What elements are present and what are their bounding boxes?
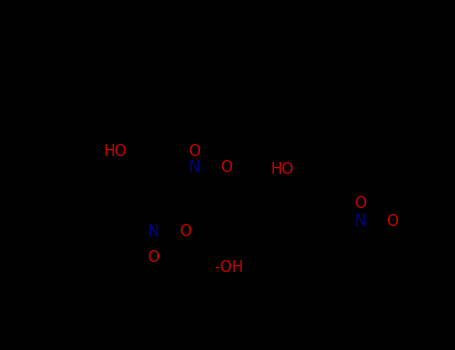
Text: O: O: [179, 224, 191, 239]
Text: N: N: [147, 224, 159, 239]
Text: HO: HO: [104, 145, 127, 160]
Text: HO: HO: [271, 161, 294, 176]
Text: N: N: [354, 214, 366, 229]
Text: O: O: [386, 214, 398, 229]
Text: O: O: [188, 145, 200, 160]
Text: O: O: [354, 196, 366, 211]
Text: O: O: [220, 161, 232, 175]
Text: O: O: [147, 251, 159, 266]
Text: N: N: [188, 161, 200, 175]
Text: -OH: -OH: [214, 259, 243, 274]
